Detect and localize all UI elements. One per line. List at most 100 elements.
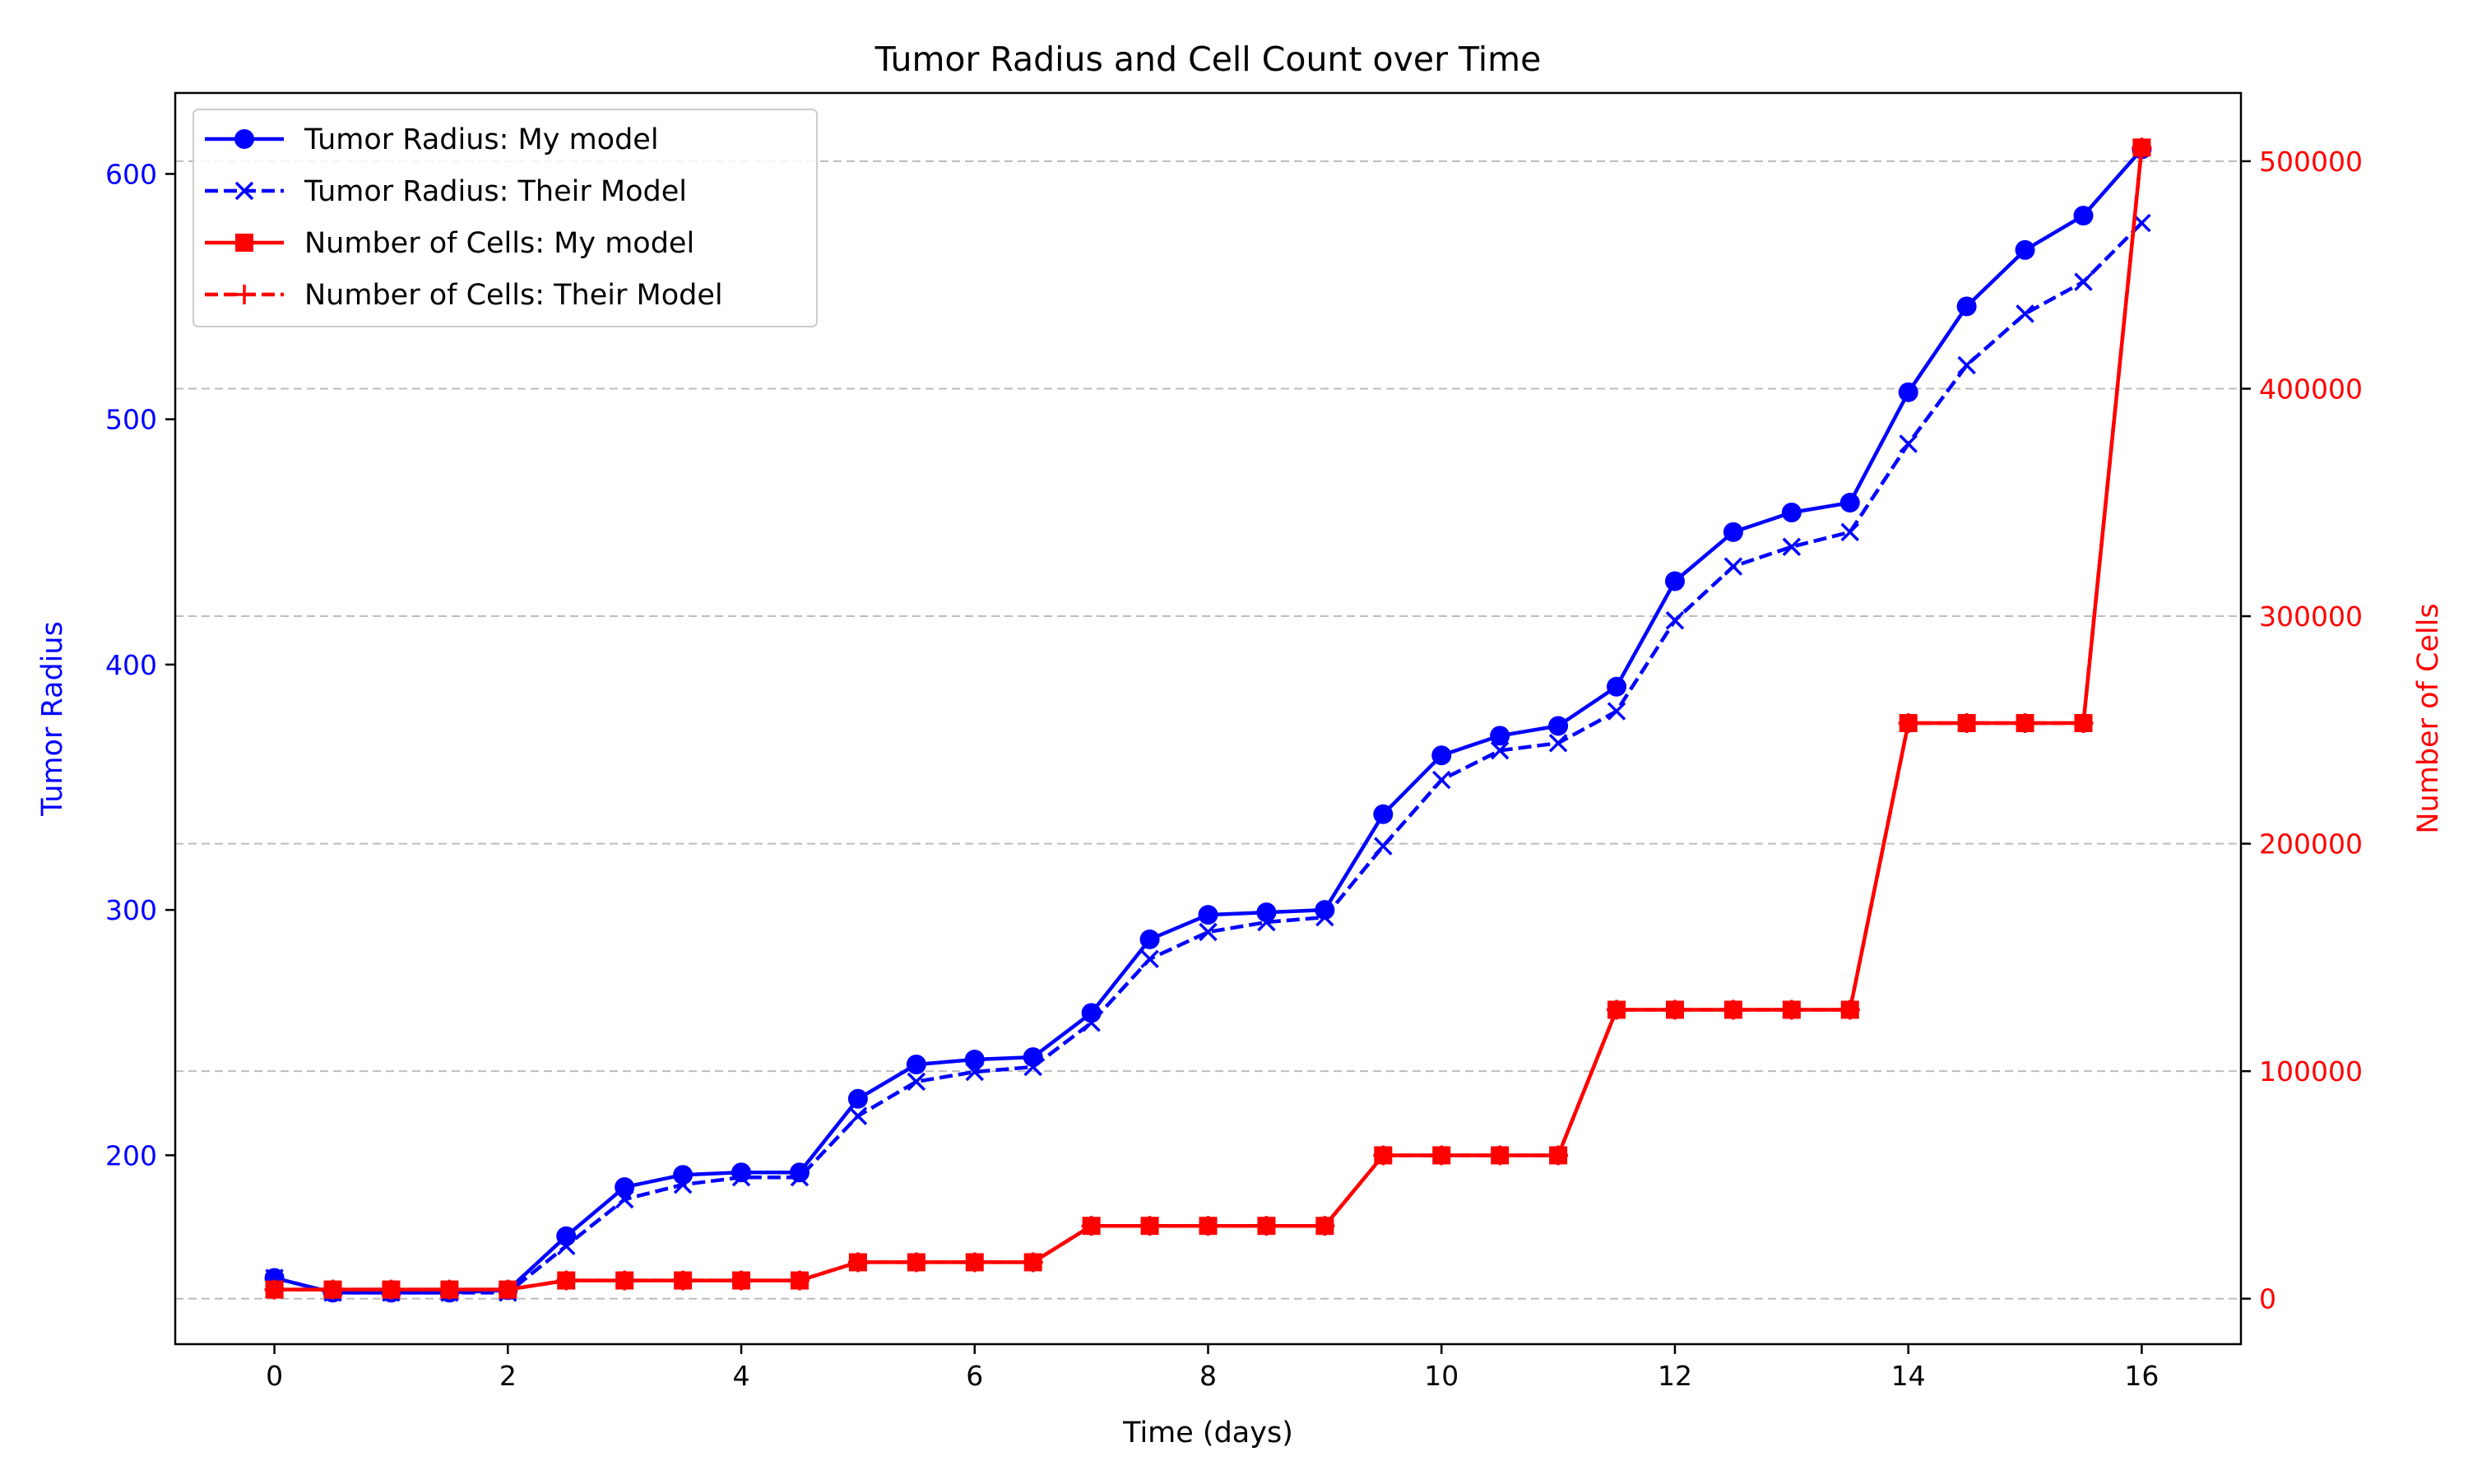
data-point [1723, 557, 1743, 576]
x-tick-label: 16 [2124, 1360, 2159, 1392]
data-point [1374, 1146, 1393, 1165]
data-point [1490, 726, 1510, 746]
data-point [1898, 382, 1918, 402]
data-point [1023, 1253, 1042, 1272]
data-point [790, 1271, 809, 1290]
data-point [1082, 1013, 1101, 1032]
data-point [1432, 1146, 1451, 1165]
legend-item-number-of-cells-my-model: Number of Cells: My model [205, 227, 694, 260]
data-point [731, 1167, 751, 1187]
data-point [557, 1236, 576, 1255]
data-point [1607, 676, 1627, 697]
data-point [906, 1055, 926, 1075]
data-point [2015, 239, 2035, 260]
data-point [615, 1190, 634, 1209]
x-tick-label: 2 [499, 1360, 517, 1392]
y-left-tick-label: 500 [105, 404, 157, 436]
legend-box [193, 109, 818, 327]
data-point [964, 1050, 985, 1070]
x-tick-label: 0 [266, 1360, 283, 1392]
data-point [1782, 537, 1802, 556]
data-point [965, 1062, 985, 1082]
data-point [265, 1280, 284, 1299]
y-right-tick-label: 400000 [2259, 373, 2363, 406]
data-point [499, 1280, 517, 1299]
data-point [1257, 912, 1276, 932]
data-point [1723, 522, 1743, 542]
legend-label: Number of Cells: Their Model [304, 279, 723, 312]
x-axis-label: Time (days) [1122, 1417, 1293, 1449]
data-point [1198, 905, 1218, 925]
y-right-axis-label: Number of Cells [2412, 603, 2445, 833]
data-point [234, 129, 254, 149]
y-right-tick-label: 300000 [2259, 601, 2363, 633]
data-point [1374, 837, 1393, 856]
legend-item-tumor-radius-their-model: Tumor Radius: Their Model [205, 175, 687, 208]
series-line [274, 221, 2143, 1295]
y-right-tick-label: 500000 [2259, 146, 2363, 178]
data-point [1315, 1217, 1334, 1236]
data-point [1899, 434, 1918, 453]
data-point [1199, 922, 1218, 942]
x-tick-label: 10 [1424, 1360, 1459, 1392]
data-point [1723, 1000, 1742, 1019]
data-point [673, 1165, 694, 1185]
data-point [848, 1106, 868, 1125]
data-point [323, 1280, 342, 1299]
data-point [1840, 522, 1859, 542]
data-point [732, 1271, 751, 1290]
data-point [234, 285, 254, 304]
legend-item-tumor-radius-my-model: Tumor Radius: My model [205, 123, 659, 156]
data-point [1023, 1057, 1042, 1077]
data-point [1607, 1000, 1626, 1019]
data-point [1956, 296, 1977, 317]
y-left-axis-label: Tumor Radius [36, 621, 69, 817]
data-point [234, 181, 254, 201]
data-point [965, 1253, 984, 1272]
legend-label: Tumor Radius: My model [304, 123, 659, 156]
data-point [847, 1088, 868, 1109]
data-point [1431, 745, 1452, 766]
data-point [1139, 929, 1160, 949]
data-point [615, 1271, 634, 1290]
data-point [1256, 902, 1277, 923]
data-point [1373, 804, 1394, 824]
series-tumor-radius-their-model [265, 213, 2151, 1302]
data-point [1957, 355, 1976, 375]
y-right-tick-label: 100000 [2259, 1055, 2363, 1087]
data-point [907, 1253, 926, 1272]
y-left-tick-label: 600 [105, 158, 157, 190]
y-right-tick-label: 200000 [2259, 828, 2363, 860]
data-point [1782, 1000, 1801, 1019]
data-point [235, 234, 253, 252]
data-point [1607, 702, 1626, 721]
data-point [1491, 1146, 1510, 1165]
data-point [556, 1226, 577, 1246]
data-point [907, 1072, 926, 1092]
x-tick-label: 4 [733, 1360, 750, 1392]
data-point [1665, 1000, 1684, 1019]
data-point [2016, 714, 2034, 733]
data-point [1548, 734, 1568, 753]
data-point [557, 1271, 576, 1290]
y-left-tick-label: 300 [105, 894, 157, 926]
legend: Tumor Radius: My model Tumor Radius: Thei… [193, 109, 818, 327]
data-point [1199, 1217, 1218, 1236]
data-point [1664, 571, 1685, 591]
data-point [1899, 714, 1918, 733]
legend-item-number-of-cells-their-model: Number of Cells: Their Model [205, 279, 723, 312]
data-point [2073, 206, 2094, 226]
data-point [1140, 949, 1159, 969]
data-point [790, 1167, 810, 1187]
data-point [673, 1175, 693, 1194]
data-point [1957, 714, 1976, 733]
data-point [2074, 714, 2093, 733]
x-tick-label: 12 [1658, 1360, 1692, 1392]
chart-title: Tumor Radius and Cell Count over Time [874, 39, 1542, 79]
data-point [1431, 770, 1451, 790]
x-tick-label: 6 [966, 1360, 983, 1392]
y-right-tick-label: 0 [2259, 1283, 2276, 1315]
data-point [615, 1177, 635, 1198]
